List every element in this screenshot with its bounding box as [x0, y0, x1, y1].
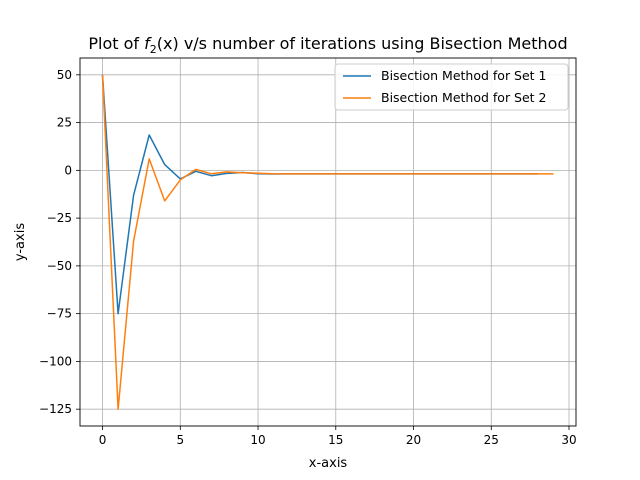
chart-title: Plot of f2(x) v/s number of iterations u… [88, 34, 567, 56]
x-tick-label: 15 [328, 433, 343, 447]
y-tick-label: −50 [47, 259, 72, 273]
y-tick-label: −25 [47, 211, 72, 225]
x-tick-label: 20 [406, 433, 421, 447]
y-tick-label: 0 [64, 163, 72, 177]
legend: Bisection Method for Set 1 Bisection Met… [334, 63, 569, 111]
y-tick-label: 50 [57, 68, 72, 82]
x-tick-label: 5 [176, 433, 184, 447]
y-tick-label: −100 [39, 354, 72, 368]
grid [80, 58, 576, 426]
series-group [101, 74, 554, 410]
legend-box [334, 63, 569, 111]
legend-label-set-1: Bisection Method for Set 1 [381, 68, 547, 83]
x-tick-label: 10 [250, 433, 265, 447]
x-axis-label: x-axis [309, 456, 348, 471]
y-tick-label: −125 [39, 402, 72, 416]
y-tick-label: −75 [47, 307, 72, 321]
y-tick-label: 25 [57, 116, 72, 130]
ticks: 0 5 10 15 20 25 30 50 25 0 −25 −50 −75 −100 −125 [39, 68, 577, 447]
y-axis-label: y-axis [13, 223, 28, 261]
axes-frame [79, 57, 577, 427]
x-tick-label: 25 [484, 433, 499, 447]
series-line-set-2 [101, 74, 554, 410]
x-tick-label: 30 [561, 433, 576, 447]
legend-label-set-2: Bisection Method for Set 2 [381, 90, 547, 105]
x-tick-label: 0 [99, 433, 107, 447]
